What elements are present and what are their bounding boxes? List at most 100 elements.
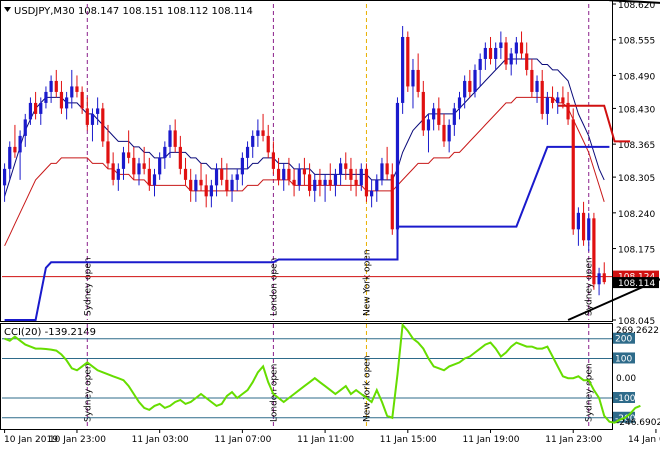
time-axis-label: 11 Jan 11:00 bbox=[297, 435, 354, 445]
candle-body bbox=[448, 125, 451, 141]
candle-body bbox=[267, 136, 270, 152]
candle-body bbox=[494, 48, 497, 59]
candle-body bbox=[256, 130, 259, 135]
candle-body bbox=[386, 163, 389, 174]
candle-body bbox=[422, 92, 425, 130]
candle-body bbox=[8, 147, 11, 169]
candle-body bbox=[127, 152, 130, 157]
candle-body bbox=[349, 169, 352, 180]
candle-body bbox=[406, 37, 409, 86]
candle-body bbox=[29, 103, 32, 119]
candle-body bbox=[13, 147, 16, 152]
candle-body bbox=[44, 92, 47, 103]
candle-body bbox=[587, 218, 590, 240]
session-label: London open bbox=[269, 364, 279, 422]
candle-body bbox=[215, 169, 218, 185]
candle-body bbox=[572, 119, 575, 229]
cci-level-label: 200 bbox=[615, 335, 632, 345]
candle-body bbox=[370, 191, 373, 196]
candle-body bbox=[189, 180, 192, 191]
candle-body bbox=[530, 70, 533, 92]
candle-body bbox=[251, 136, 254, 147]
candle-body bbox=[541, 81, 544, 114]
candle-body bbox=[551, 97, 554, 102]
candle-body bbox=[380, 163, 383, 179]
time-axis-label: 11 Jan 03:00 bbox=[132, 435, 189, 445]
candle-body bbox=[184, 169, 187, 180]
time-axis-label: 10 Jan 23:00 bbox=[49, 435, 106, 445]
candle-body bbox=[225, 180, 228, 191]
candle-body bbox=[391, 174, 394, 229]
candle-body bbox=[603, 273, 606, 282]
candle-body bbox=[515, 42, 518, 53]
candle-body bbox=[417, 70, 420, 92]
candle-body bbox=[199, 180, 202, 185]
candle-body bbox=[484, 48, 487, 59]
candle-body bbox=[577, 213, 580, 229]
candle-body bbox=[592, 218, 595, 284]
candle-body bbox=[582, 213, 585, 240]
candle-body bbox=[272, 152, 275, 168]
time-axis-label: 11 Jan 23:00 bbox=[545, 435, 602, 445]
price-axis-label: 108.365 bbox=[618, 141, 655, 151]
candle-body bbox=[318, 180, 321, 185]
cci-header-text: CCI(20) -139.2149 bbox=[4, 327, 96, 338]
candle-body bbox=[566, 103, 569, 119]
candle-body bbox=[220, 169, 223, 180]
candle-body bbox=[34, 103, 37, 114]
candle-body bbox=[236, 174, 239, 179]
candle-body bbox=[24, 119, 27, 135]
candle-body bbox=[355, 180, 358, 185]
candle-body bbox=[101, 108, 104, 141]
candle-body bbox=[143, 163, 146, 168]
candle-body bbox=[303, 169, 306, 174]
candle-body bbox=[313, 180, 316, 191]
time-axis-label: 11 Jan 19:00 bbox=[463, 435, 520, 445]
candle-body bbox=[153, 174, 156, 185]
price-axis-label: 108.240 bbox=[618, 210, 655, 220]
candle-body bbox=[479, 59, 482, 70]
candle-body bbox=[308, 174, 311, 190]
candle-body bbox=[499, 42, 502, 47]
candle-body bbox=[463, 81, 466, 97]
candle-body bbox=[473, 70, 476, 92]
candle-body bbox=[510, 53, 513, 64]
candle-body bbox=[504, 42, 507, 64]
candle-body bbox=[81, 92, 84, 108]
cci-level-label: -100 bbox=[615, 394, 636, 404]
candle-body bbox=[323, 180, 326, 185]
time-axis-label: 14 Jan 03:00 bbox=[628, 435, 660, 445]
candle-body bbox=[437, 108, 440, 124]
candle-body bbox=[158, 158, 161, 174]
session-label: Sydney open bbox=[585, 363, 595, 422]
candle-body bbox=[86, 108, 89, 124]
session-label: Sydney open bbox=[83, 257, 93, 316]
candle-body bbox=[277, 169, 280, 180]
session-label: London open bbox=[269, 258, 279, 316]
candle-body bbox=[520, 42, 523, 53]
candle-body bbox=[489, 48, 492, 59]
candle-body bbox=[556, 97, 559, 102]
candle-body bbox=[137, 163, 140, 174]
price-axis-label: 108.430 bbox=[618, 105, 655, 115]
price-axis-label: 108.175 bbox=[618, 246, 655, 256]
candle-body bbox=[106, 141, 109, 163]
candle-body bbox=[55, 81, 58, 92]
candle-body bbox=[3, 169, 6, 185]
candle-body bbox=[91, 114, 94, 125]
candle-body bbox=[396, 103, 399, 229]
session-label: New York open bbox=[362, 355, 372, 422]
candle-body bbox=[246, 147, 249, 158]
candle-body bbox=[334, 174, 337, 185]
candle-body bbox=[597, 273, 600, 284]
candle-body bbox=[453, 108, 456, 124]
candle-body bbox=[360, 169, 363, 185]
candle-body bbox=[292, 180, 295, 185]
cci-axis-label: 0.00 bbox=[616, 374, 636, 384]
candle-body bbox=[50, 81, 53, 92]
price-axis-label: 108.305 bbox=[618, 174, 655, 184]
candle-body bbox=[174, 130, 177, 146]
candle-body bbox=[230, 180, 233, 191]
